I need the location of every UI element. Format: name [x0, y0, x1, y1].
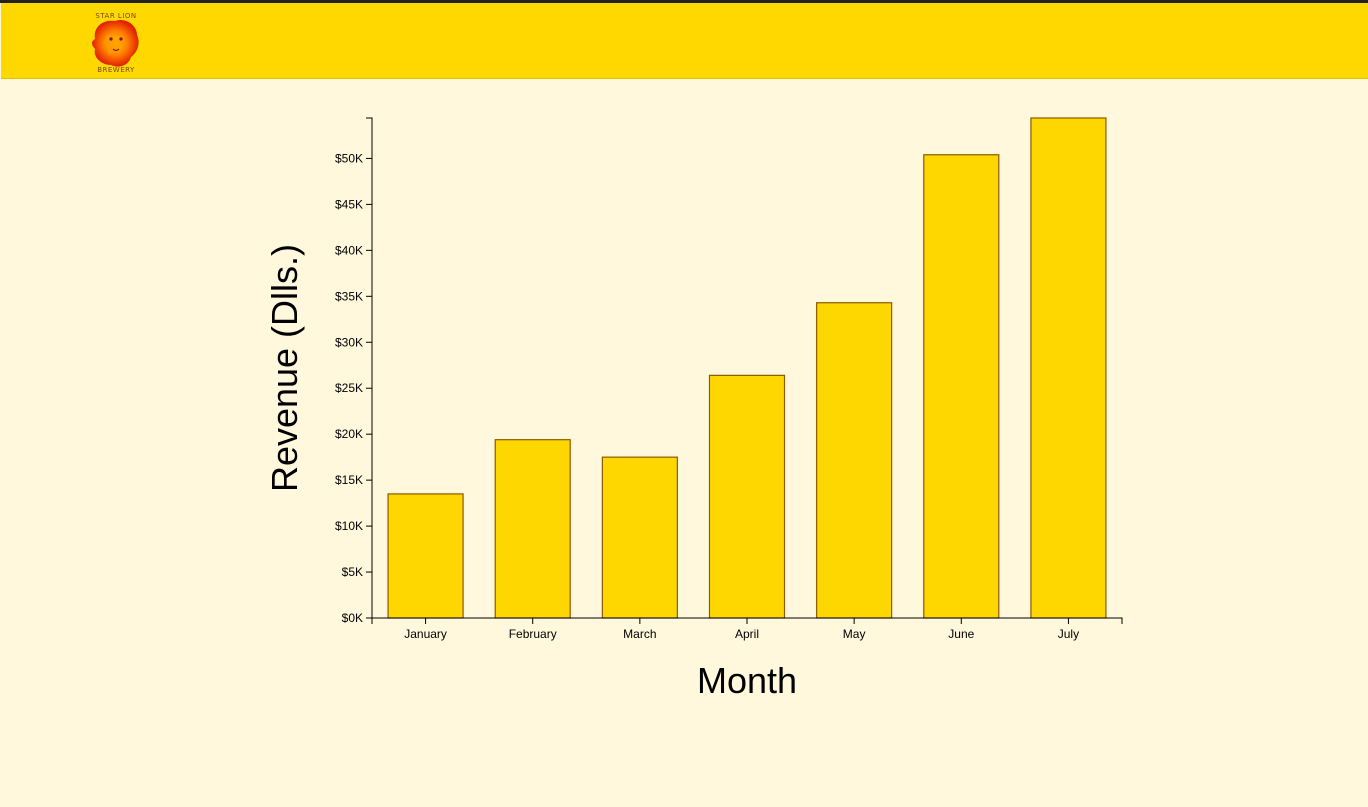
x-tick-label: July — [1058, 627, 1079, 641]
x-axis-label: Month — [697, 660, 797, 701]
bar-june[interactable] — [923, 154, 1000, 619]
x-tick-label: May — [843, 627, 866, 641]
top-border — [0, 0, 1368, 3]
bar-april[interactable] — [708, 374, 786, 619]
lion-head-icon — [92, 19, 139, 67]
logo-text-bottom: BREWERY — [97, 66, 135, 74]
bar-january[interactable] — [387, 493, 464, 619]
logo-text-top: STAR LION — [95, 12, 137, 20]
bar-july[interactable] — [1030, 117, 1107, 619]
x-tick-label: February — [509, 627, 557, 641]
brand-logo[interactable]: STAR LION BREWERY — [85, 9, 147, 77]
y-axis-label: Revenue (Dlls.) — [264, 244, 305, 492]
y-tick-label: $10K — [335, 519, 363, 533]
y-tick-label: $45K — [335, 197, 363, 211]
y-tick-label: $30K — [335, 335, 363, 349]
x-tick-label: June — [948, 627, 974, 641]
x-tick-label: April — [735, 627, 759, 641]
x-axis: January February March April May June July — [371, 617, 1123, 641]
y-tick-label: $20K — [335, 427, 363, 441]
y-tick-label: $5K — [342, 565, 363, 579]
bars-layer — [387, 117, 1107, 619]
bar-february[interactable] — [494, 439, 571, 619]
y-tick-label: $15K — [335, 473, 363, 487]
y-tick-label: $50K — [335, 151, 363, 165]
bar-march[interactable] — [601, 456, 678, 619]
navbar: STAR LION BREWERY — [1, 3, 1368, 79]
x-tick-label: March — [623, 627, 656, 641]
y-axis: $0K $5K $10K $15K $20K $25K $30K $35K $40K $45K $5… — [335, 117, 373, 625]
y-tick-label: $40K — [335, 243, 363, 257]
bar-may[interactable] — [816, 302, 893, 619]
y-tick-label: $0K — [342, 611, 363, 625]
x-tick-label: January — [404, 627, 447, 641]
y-tick-label: $25K — [335, 381, 363, 395]
y-axis-line — [366, 117, 373, 619]
y-tick-label: $35K — [335, 289, 363, 303]
